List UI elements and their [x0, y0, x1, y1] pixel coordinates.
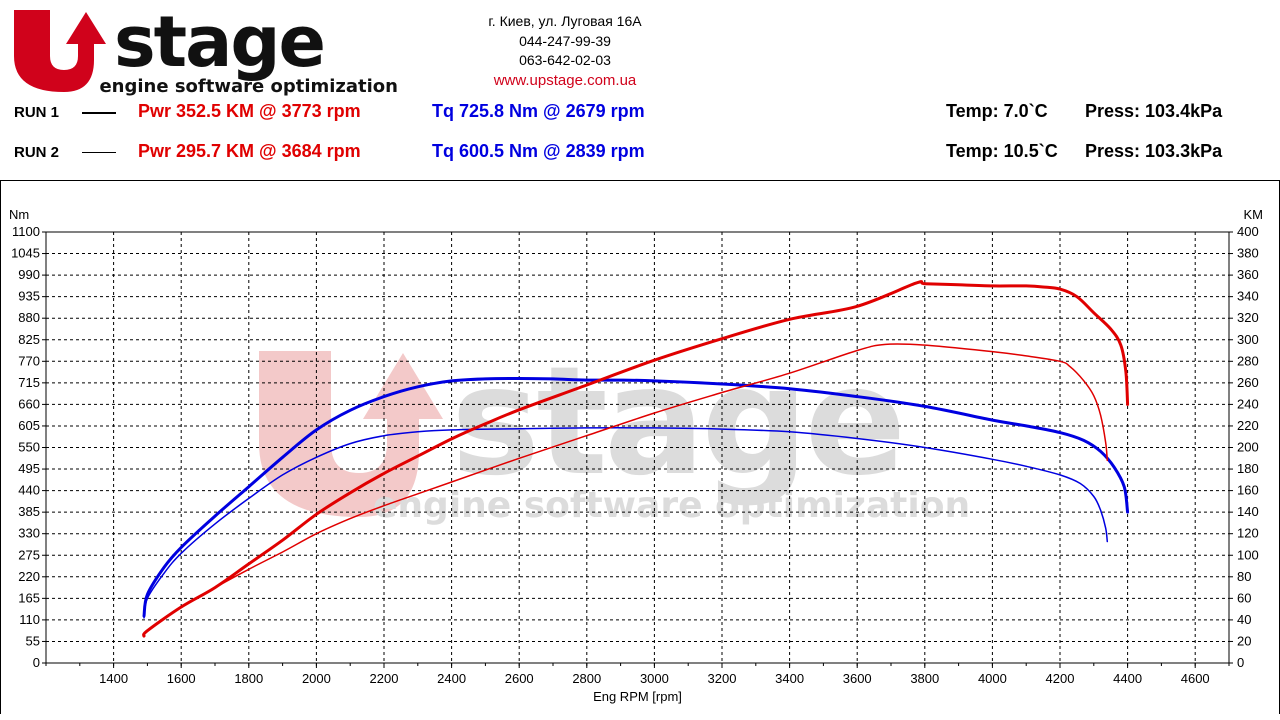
y-right-tick-label: 400: [1237, 224, 1259, 239]
logo-wordmark: stage: [114, 4, 324, 83]
y-left-tick-label: 935: [18, 289, 40, 304]
y-right-tick-label: 20: [1237, 633, 1251, 648]
y-right-tick-label: 340: [1237, 289, 1259, 304]
y-right-tick-label: 0: [1237, 655, 1244, 670]
y-left-tick-label: 220: [18, 569, 40, 584]
x-tick-label: 3600: [843, 671, 872, 686]
contact-block: г. Киев, ул. Луговая 16А 044-247-99-39 0…: [430, 12, 700, 90]
run-1-label: RUN 1: [14, 104, 60, 121]
y-left-tick-label: 440: [18, 483, 40, 498]
website-link[interactable]: www.upstage.com.ua: [493, 71, 637, 89]
y-left-tick-label: 550: [18, 440, 40, 455]
x-tick-label: 4000: [978, 671, 1007, 686]
y-left-tick-label: 110: [19, 612, 40, 627]
x-tick-label: 1600: [167, 671, 196, 686]
watermark-wordmark: stage: [451, 335, 902, 509]
run-1-power: Pwr 352.5 KM @ 3773 rpm: [138, 101, 361, 121]
upstage-logo: stage engine software optimization: [14, 4, 398, 96]
y-right-tick-label: 260: [1237, 375, 1259, 390]
y-right-tick-label: 120: [1237, 526, 1259, 541]
y-right-tick-label: 280: [1237, 353, 1259, 368]
y-left-tick-label: 55: [26, 633, 40, 648]
y-left-tick-label: 1045: [11, 246, 40, 261]
x-tick-label: 4200: [1046, 671, 1075, 686]
run-1-power-curve: [142, 280, 1130, 638]
y-left-tick-label: 770: [18, 353, 40, 368]
run-2-power-curve: [142, 343, 1109, 635]
run-1-line-swatch: [82, 112, 116, 114]
x-tick-label: 2200: [370, 671, 399, 686]
run-1-torque: Tq 725.8 Nm @ 2679 rpm: [432, 101, 645, 121]
y-right-tick-label: 380: [1237, 246, 1259, 261]
x-tick-label: 1400: [99, 671, 128, 686]
y-left-tick-label: 660: [18, 396, 40, 411]
watermark-tagline: engine software optimization: [373, 485, 970, 526]
y-right-tick-label: 100: [1237, 547, 1259, 562]
x-tick-label: 2600: [505, 671, 534, 686]
x-tick-label: 3400: [775, 671, 804, 686]
y-right-tick-label: 320: [1237, 310, 1259, 325]
y-right-axis-label: KM: [1244, 207, 1264, 222]
plot-frame: [45, 231, 1230, 664]
y-left-tick-label: 165: [18, 590, 40, 605]
x-tick-label: 4400: [1113, 671, 1142, 686]
y-left-axis-label: Nm: [9, 207, 29, 222]
chart-series: [142, 280, 1130, 638]
y-left-tick-label: 715: [18, 375, 40, 390]
y-left-tick-label: 385: [18, 504, 40, 519]
x-tick-label: 1800: [234, 671, 263, 686]
y-right-tick-label: 180: [1237, 461, 1259, 476]
logo-u-letter: [14, 10, 106, 92]
y-left-tick-label: 880: [18, 310, 40, 325]
y-left-tick-label: 825: [18, 332, 40, 347]
dyno-chart-frame: stage engine software optimization 1400 16…: [0, 180, 1280, 714]
run-2-line-swatch: [82, 152, 116, 153]
run-1-press: Press: 103.4kPa: [1085, 101, 1223, 121]
y-left-tick-label: 330: [18, 526, 40, 541]
run-2-summary: RUN 2 Pwr 295.7 KM @ 3684 rpm Tq 600.5 N…: [0, 141, 1280, 165]
y-left-tick-label: 990: [18, 267, 40, 282]
run-1-summary: RUN 1 Pwr 352.5 KM @ 3773 rpm Tq 725.8 N…: [0, 101, 1280, 125]
run-2-label: RUN 2: [14, 144, 60, 161]
y-left-tick-label: 495: [18, 461, 40, 476]
x-tick-label: 4600: [1181, 671, 1210, 686]
x-tick-label: 2800: [572, 671, 601, 686]
run-1-temp: Temp: 7.0`C: [946, 101, 1048, 121]
y-right-tick-label: 160: [1237, 483, 1259, 498]
run-2-temp: Temp: 10.5`C: [946, 141, 1058, 161]
y-right-tick-label: 60: [1237, 590, 1251, 605]
run-2-power: Pwr 295.7 KM @ 3684 rpm: [138, 141, 361, 161]
y-left-tick-label: 605: [18, 418, 40, 433]
x-axis-label: Eng RPM [rpm]: [593, 689, 682, 704]
y-right-tick-label: 200: [1237, 440, 1259, 455]
x-tick-label: 3000: [640, 671, 669, 686]
run-2-torque: Tq 600.5 Nm @ 2839 rpm: [432, 141, 645, 161]
run-2-press: Press: 103.3kPa: [1085, 141, 1223, 161]
y-right-tick-label: 140: [1237, 504, 1259, 519]
y-right-tick-label: 240: [1237, 396, 1259, 411]
run-1-torque-curve: [142, 377, 1130, 618]
y-left-tick-label: 0: [33, 655, 40, 670]
y-right-tick-label: 40: [1237, 612, 1251, 627]
contact-phone-1: 044-247-99-39: [519, 32, 611, 49]
y-right-tick-label: 300: [1237, 332, 1259, 347]
y-right-tick-label: 360: [1237, 267, 1259, 282]
run-2-torque-curve: [143, 427, 1109, 619]
y-left-tick-label: 275: [18, 547, 40, 562]
y-left-tick-label: 1100: [12, 224, 40, 239]
x-tick-label: 2400: [437, 671, 466, 686]
x-tick-label: 3800: [910, 671, 939, 686]
contact-address: г. Киев, ул. Луговая 16А: [488, 13, 642, 29]
contact-phone-2: 063-642-02-03: [519, 52, 611, 68]
chart-axes: 1400 1600 1800 2000 2200 2400 2600 2800 3000 3200…: [9, 207, 1263, 704]
x-tick-label: 2000: [302, 671, 331, 686]
y-right-tick-label: 220: [1237, 418, 1259, 433]
x-tick-label: 3200: [708, 671, 737, 686]
y-right-tick-label: 80: [1237, 569, 1251, 584]
logo-tagline: engine software optimization: [99, 76, 398, 96]
